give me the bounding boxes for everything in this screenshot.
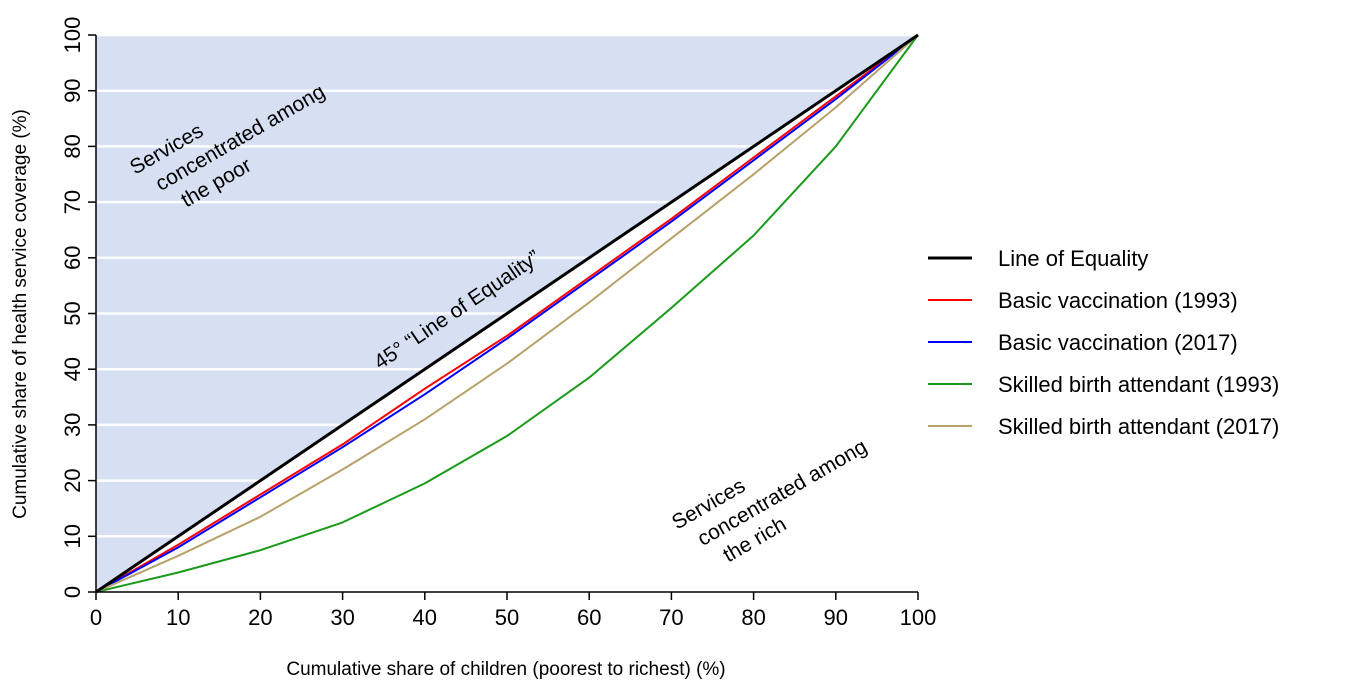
annotation-rich: Services concentrated among the rich [668,435,871,567]
series-lines [95,33,919,594]
legend-label: Basic vaccination (1993) [998,288,1238,313]
x-tick-label: 40 [413,605,437,630]
series-line-line-of-equality [95,33,919,594]
x-axis-ticks: 0 10 20 30 40 50 60 70 80 90 100 [90,592,936,630]
y-tick-label: 20 [60,468,85,492]
x-tick-label: 70 [659,605,683,630]
x-tick-label: 10 [166,605,190,630]
series-line-skilled-birth-attendant-1993 [95,34,919,593]
x-axis-title: Cumulative share of children (poorest to… [286,659,725,680]
y-tick-label: 80 [60,134,85,158]
x-tick-label: 20 [248,605,272,630]
grid-lines [96,33,918,538]
y-tick-label: 30 [60,413,85,437]
y-tick-label: 100 [60,17,85,54]
x-tick-label: 100 [900,605,937,630]
y-axis-title: Cumulative share of health service cover… [10,109,31,519]
y-tick-label: 50 [60,301,85,325]
legend-label: Line of Equality [998,246,1148,271]
series-line-basic-vaccination-2017 [95,34,919,593]
legend-label: Skilled birth attendant (2017) [998,414,1279,439]
legend-label: Skilled birth attendant (1993) [998,372,1279,397]
y-tick-label: 40 [60,357,85,381]
x-tick-label: 90 [824,605,848,630]
legend-label: Basic vaccination (2017) [998,330,1238,355]
x-tick-label: 80 [741,605,765,630]
x-tick-label: 50 [495,605,519,630]
y-tick-label: 60 [60,246,85,270]
y-axis-ticks: 0 10 20 30 40 50 60 70 80 90 100 [60,17,96,598]
series-line-basic-vaccination-1993 [95,34,919,593]
y-tick-label: 70 [60,190,85,214]
x-tick-label: 30 [330,605,354,630]
x-tick-label: 0 [90,605,102,630]
y-tick-label: 0 [60,586,85,598]
x-tick-label: 60 [577,605,601,630]
y-tick-label: 10 [60,524,85,548]
y-tick-label: 90 [60,78,85,102]
series-line-skilled-birth-attendant-2017 [95,34,919,593]
legend: Line of Equality Basic vaccination (1993)… [928,246,1279,439]
